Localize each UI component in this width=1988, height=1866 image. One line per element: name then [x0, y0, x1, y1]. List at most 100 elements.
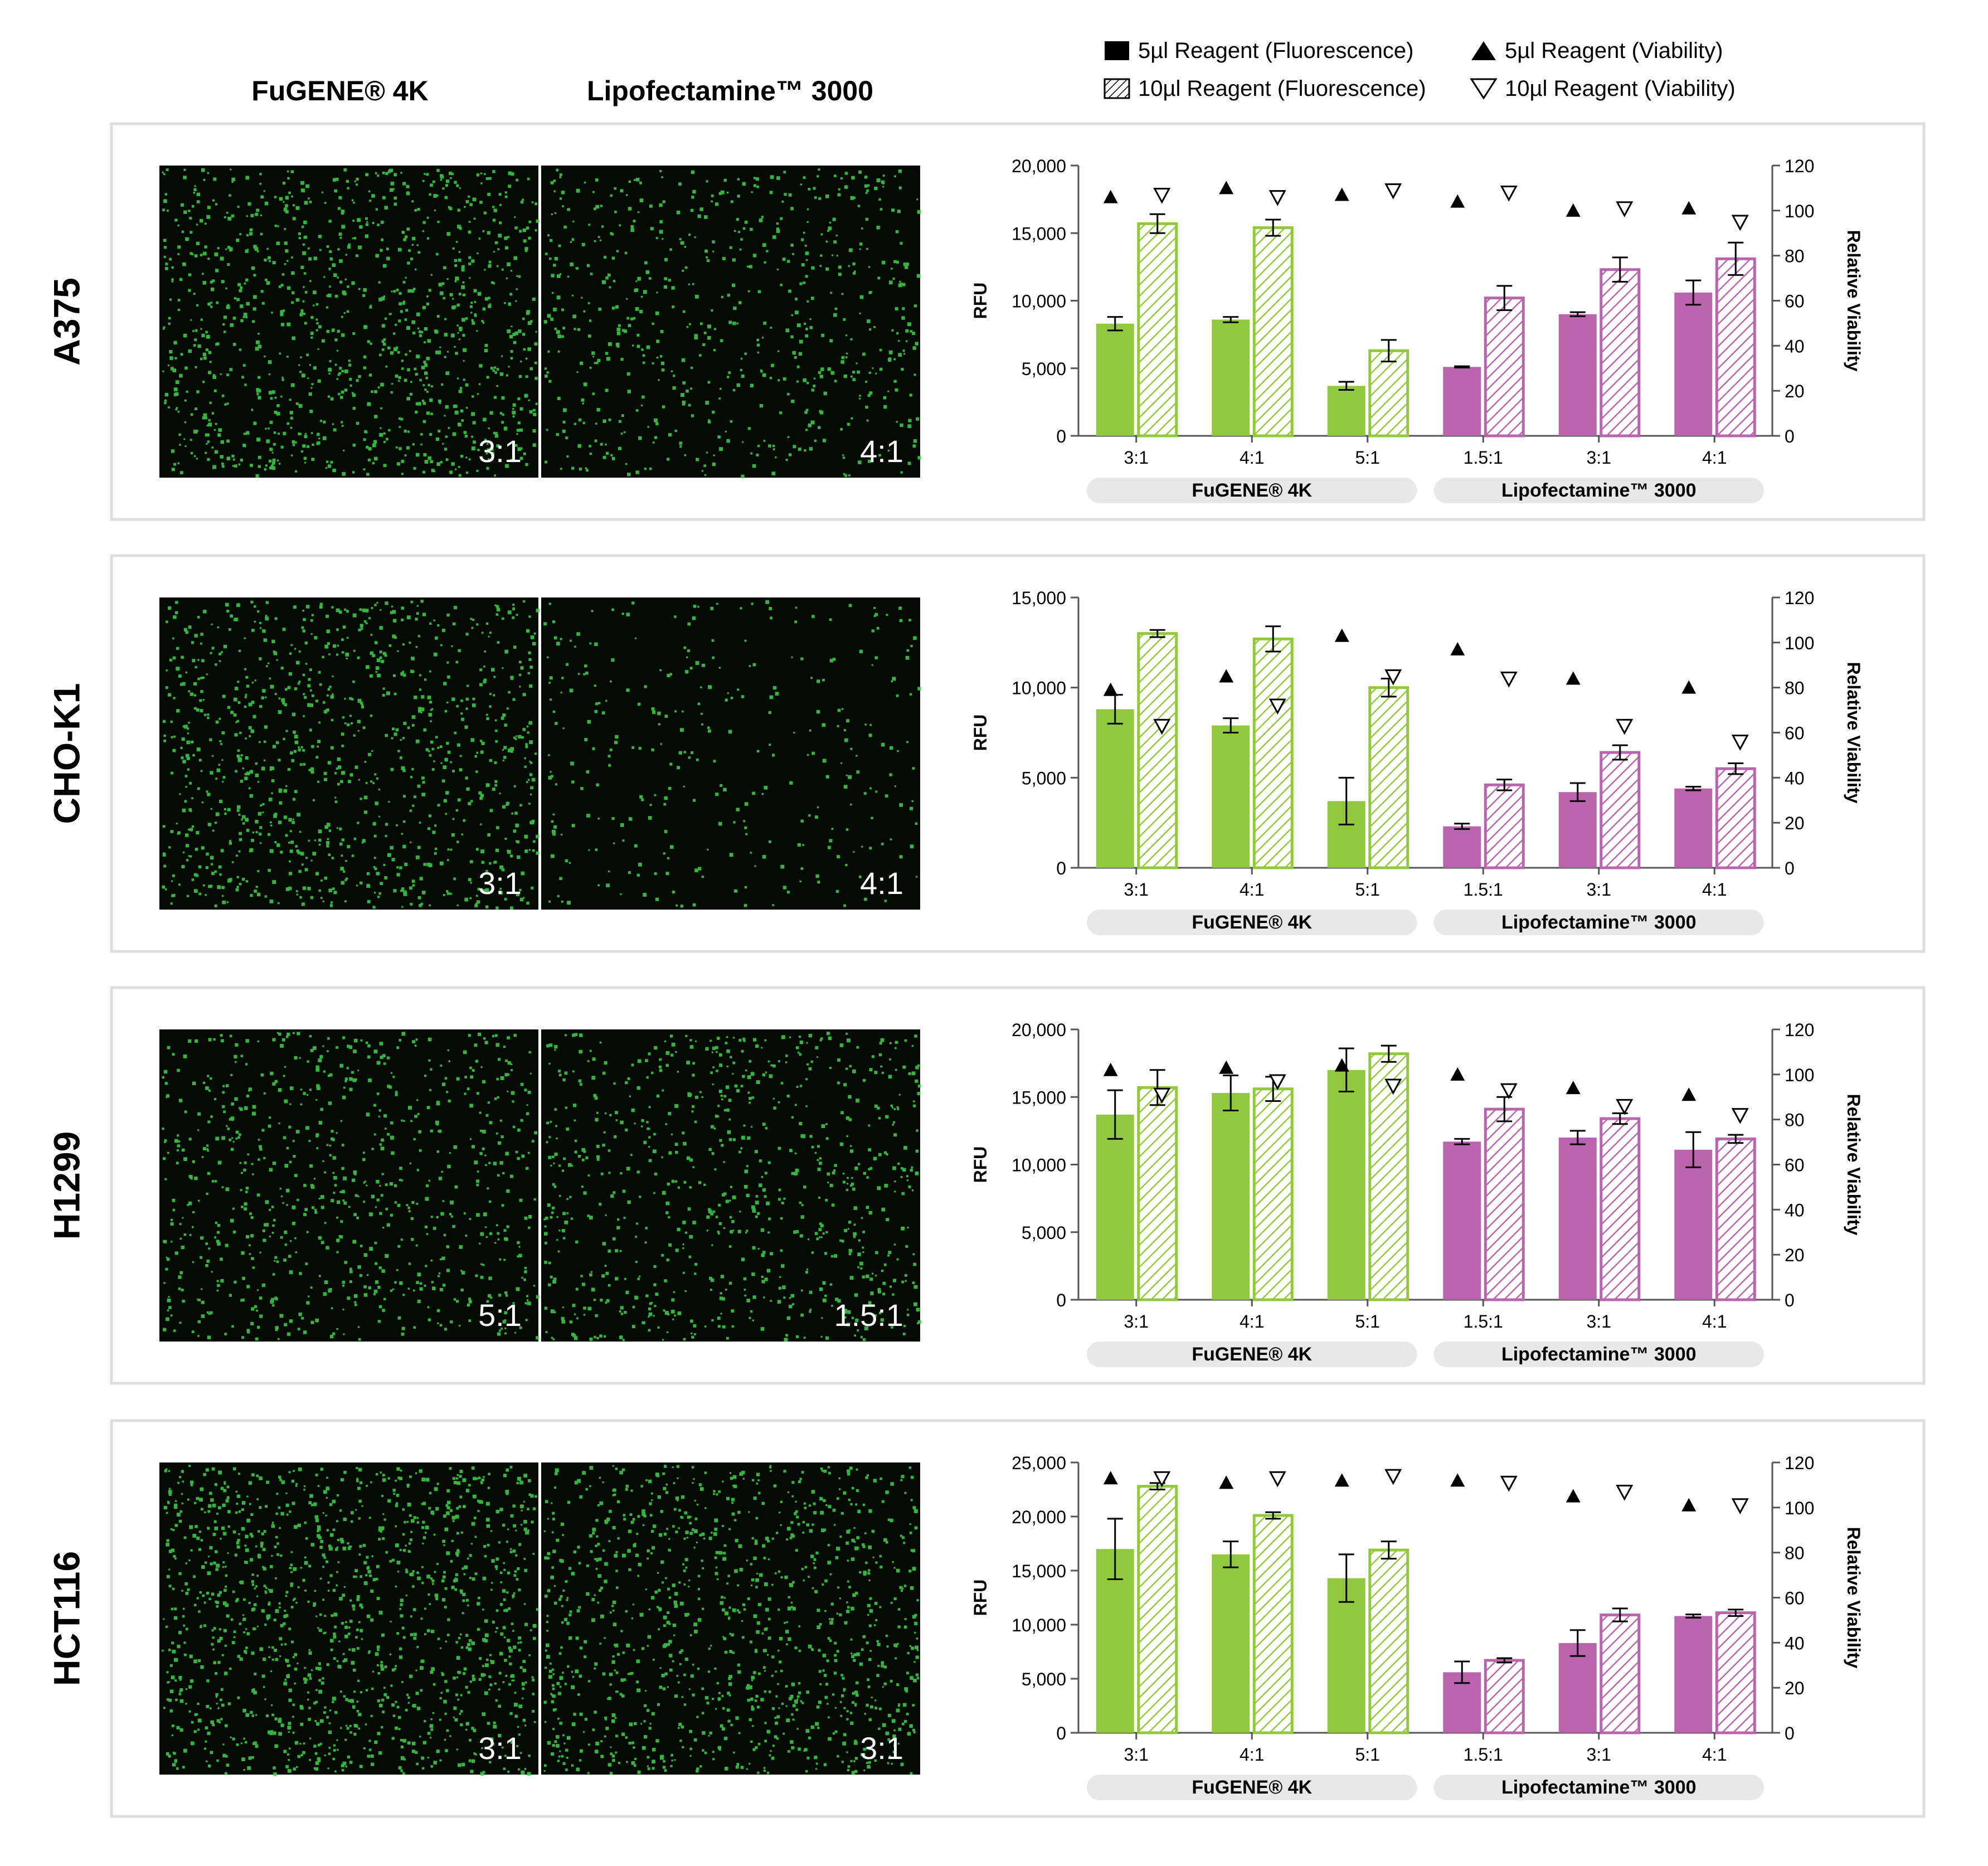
legend-label-10ul-fluorescence: 10µl Reagent (Fluorescence): [1138, 76, 1426, 101]
error-bar: [1265, 1511, 1281, 1520]
bar-10ul-fluorescence: [1484, 1107, 1525, 1301]
marker-10ul-viability: [1731, 1498, 1749, 1514]
cell-line-label: H1299: [46, 1131, 87, 1240]
error-bar: [1107, 1518, 1123, 1581]
error-bar: [1685, 1131, 1702, 1168]
marker-10ul-viability: [1268, 1074, 1286, 1091]
x-tick-label: 1.5:1: [1464, 879, 1503, 900]
bar-10ul-fluorescence: [1252, 1514, 1294, 1734]
error-bar: [1338, 1553, 1354, 1603]
filled-triangle-icon: [1471, 41, 1496, 60]
y2-tick-label: 20: [1785, 381, 1805, 401]
filled-square-icon: [1105, 41, 1129, 60]
bar-10ul-fluorescence: [1600, 751, 1641, 869]
y2-tick-label: 60: [1785, 1155, 1805, 1175]
group-label: FuGENE® 4K: [1192, 480, 1312, 501]
y-tick-label: 0: [1056, 1723, 1066, 1743]
bar-5ul-fluorescence: [1096, 709, 1134, 868]
bar-10ul-fluorescence: [1484, 1659, 1525, 1734]
error-bar: [1107, 316, 1123, 332]
bar-5ul-fluorescence: [1212, 1092, 1250, 1300]
marker-5ul-viability: [1566, 671, 1581, 685]
x-tick-label: 3:1: [1124, 1744, 1149, 1765]
bar-5ul-fluorescence: [1443, 1141, 1481, 1300]
error-bar: [1728, 762, 1744, 775]
bar-5ul-fluorescence: [1096, 1114, 1134, 1300]
marker-5ul-viability: [1681, 680, 1697, 694]
error-bar: [1223, 717, 1239, 733]
y-tick-label: 0: [1056, 1290, 1066, 1310]
cell-line-label: A375: [46, 278, 87, 366]
bar-5ul-fluorescence: [1558, 792, 1597, 868]
y-axis-title: RFU: [970, 1146, 990, 1183]
micrograph-fugene: 5:1: [159, 1029, 539, 1342]
micrograph-background: [159, 597, 538, 910]
marker-10ul-viability: [1731, 215, 1749, 231]
error-bar: [1612, 1607, 1628, 1622]
marker-5ul-viability: [1219, 1060, 1234, 1074]
error-bar: [1149, 213, 1165, 234]
marker-10ul-viability: [1153, 1087, 1171, 1104]
marker-5ul-viability: [1681, 1498, 1697, 1512]
micrograph-ratio-label: 4:1: [860, 434, 903, 469]
x-tick-label: 4:1: [1702, 448, 1727, 468]
y2-tick-label: 80: [1785, 1110, 1805, 1130]
bar-5ul-fluorescence: [1327, 386, 1365, 436]
micrograph-background: [541, 1029, 920, 1342]
micrograph-lipofectamine: 4:1: [541, 166, 921, 479]
cell-speckles: [162, 1465, 539, 1776]
marker-10ul-viability: [1384, 669, 1402, 686]
x-tick-label: 4:1: [1240, 1744, 1264, 1765]
x-tick-label: 1.5:1: [1464, 1744, 1503, 1765]
y-tick-label: 10,000: [1012, 678, 1066, 698]
chart-h1299: 0 5,000 10,000 15,000 20,000 0 20 40 60 80 100 120 R…: [970, 1020, 1864, 1367]
group-label: Lipofectamine™ 3000: [1501, 1777, 1697, 1798]
error-bar: [1338, 381, 1354, 391]
cell-speckles: [162, 600, 540, 910]
x-tick-label: 4:1: [1702, 1311, 1727, 1332]
y-tick-label: 25,000: [1012, 1453, 1066, 1473]
bar-10ul-fluorescence: [1368, 686, 1409, 869]
bar-5ul-fluorescence: [1443, 826, 1481, 868]
y2-tick-label: 60: [1785, 1588, 1805, 1609]
marker-10ul-viability: [1616, 718, 1634, 735]
bar-5ul-fluorescence: [1674, 292, 1713, 436]
bar-10ul-fluorescence: [1715, 257, 1756, 438]
y2-axis-title: Relative Viability: [1844, 1094, 1864, 1236]
bar-5ul-fluorescence: [1443, 367, 1481, 436]
bar-5ul-fluorescence: [1674, 788, 1713, 868]
bar-5ul-fluorescence: [1096, 323, 1134, 436]
bar-5ul-fluorescence: [1674, 1149, 1713, 1300]
y-tick-label: 20,000: [1012, 1020, 1066, 1040]
bar-10ul-fluorescence: [1368, 1548, 1409, 1734]
micrograph-ratio-label: 3:1: [478, 866, 522, 901]
x-tick-label: 5:1: [1355, 448, 1380, 468]
marker-10ul-viability: [1384, 183, 1402, 200]
legend-label-5ul-fluorescence: 5µl Reagent (Fluorescence): [1138, 38, 1413, 63]
marker-5ul-viability: [1681, 1087, 1697, 1101]
bar-5ul-fluorescence: [1212, 1554, 1250, 1733]
error-bar: [1381, 339, 1397, 363]
micrograph-lipofectamine: 4:1: [541, 597, 921, 910]
error-bar: [1454, 1660, 1470, 1684]
y2-tick-label: 100: [1785, 633, 1814, 653]
micrograph-fugene: 3:1: [159, 597, 540, 910]
marker-10ul-viability: [1384, 1469, 1402, 1485]
group-label: Lipofectamine™ 3000: [1501, 1344, 1697, 1365]
chart-hct116: 0 5,000 10,000 15,000 20,000 25,000 0 20 40 60 80 1…: [970, 1453, 1864, 1800]
marker-5ul-viability: [1103, 189, 1118, 203]
bar-10ul-fluorescence: [1252, 226, 1294, 438]
x-tick-label: 1.5:1: [1464, 1311, 1503, 1332]
micrograph-background: [159, 1029, 538, 1342]
x-tick-label: 4:1: [1240, 448, 1264, 468]
y2-tick-label: 100: [1785, 201, 1814, 221]
micrograph-ratio-label: 4:1: [860, 866, 903, 901]
error-bar: [1569, 311, 1586, 317]
group-label: Lipofectamine™ 3000: [1501, 912, 1697, 933]
y-tick-label: 15,000: [1012, 223, 1066, 244]
x-tick-label: 1.5:1: [1464, 448, 1503, 468]
y2-tick-label: 120: [1785, 588, 1814, 608]
y-tick-label: 5,000: [1022, 359, 1066, 379]
error-bar: [1223, 1541, 1239, 1568]
